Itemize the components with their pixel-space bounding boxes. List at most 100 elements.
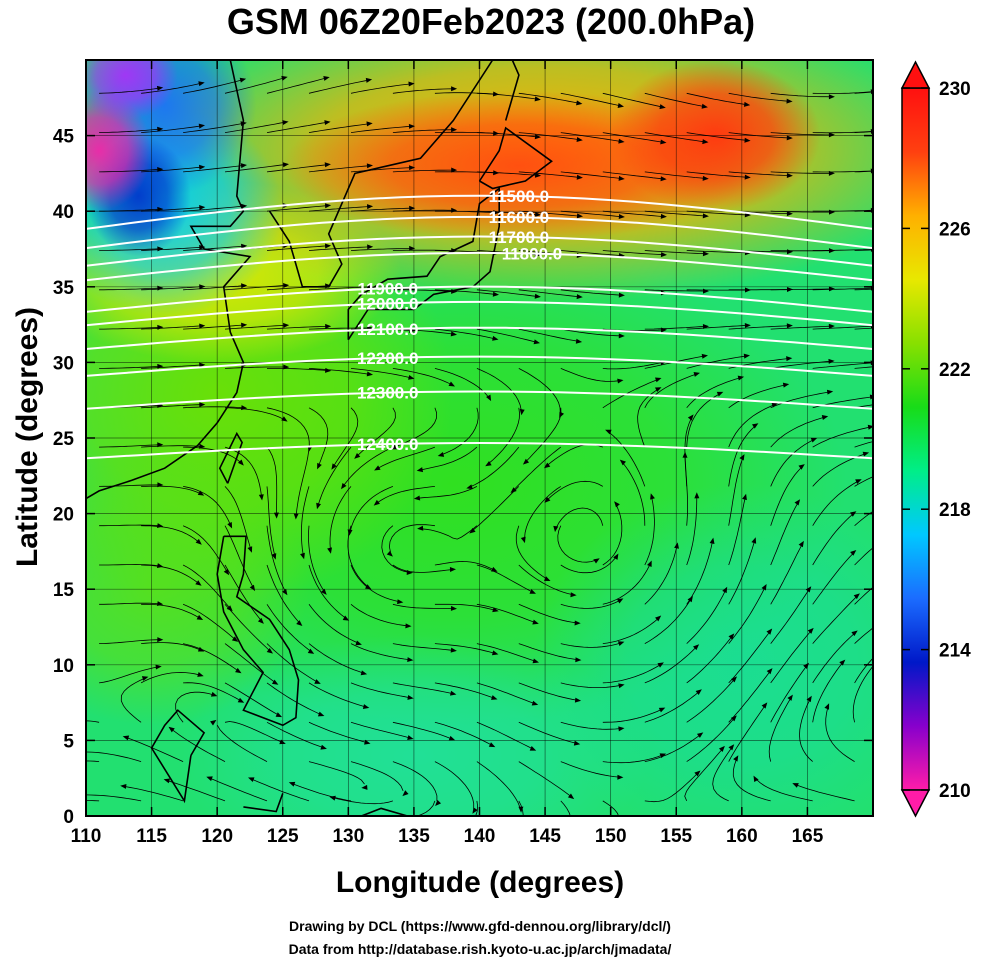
streamline: [644, 289, 705, 292]
streamline: [644, 647, 696, 684]
streamline: [560, 800, 571, 816]
streamline-arrow: [296, 620, 303, 626]
streamline-arrow: [728, 633, 735, 640]
streamline: [470, 446, 520, 487]
streamline-arrow: [320, 744, 327, 750]
coastline: [504, 60, 520, 121]
streamline-arrow: [492, 335, 499, 341]
streamline-arrow: [701, 353, 708, 359]
credit-dcl: Drawing by DCL (https://www.gfd-dennou.o…: [289, 918, 671, 934]
streamline: [421, 446, 478, 471]
streamline: [560, 210, 621, 217]
streamline-arrow: [659, 104, 666, 110]
streamline: [770, 325, 831, 330]
streamline: [602, 132, 662, 143]
streamline: [472, 486, 520, 531]
streamline: [141, 485, 201, 494]
streamline-arrow: [354, 453, 361, 459]
streamline: [343, 446, 394, 486]
streamline-arrow: [534, 211, 542, 217]
streamline-arrow: [828, 94, 835, 100]
streamline: [141, 445, 201, 448]
streamline-arrow: [35, 801, 42, 807]
streamline: [381, 525, 409, 573]
streamline: [728, 404, 774, 448]
streamline: [183, 205, 243, 212]
streamline-arrow: [647, 560, 652, 567]
streamline: [560, 132, 621, 142]
streamline: [728, 132, 789, 139]
streamline-arrow: [314, 679, 321, 684]
streamline-arrow: [241, 243, 248, 249]
streamline-arrow: [327, 547, 333, 554]
y-tick-label: 0: [63, 807, 74, 828]
streamline: [293, 783, 352, 802]
streamline: [852, 665, 873, 723]
streamline: [602, 664, 661, 684]
y-tick-label: 40: [53, 202, 74, 223]
streamline: [770, 439, 814, 487]
streamline: [518, 564, 573, 595]
streamline: [756, 779, 813, 802]
streamline: [770, 666, 807, 723]
streamline: [350, 486, 394, 531]
x-tick-label: 145: [529, 826, 561, 847]
streamline: [350, 83, 411, 94]
y-tick-label: 25: [53, 429, 75, 450]
streamline: [183, 406, 243, 409]
streamline: [350, 126, 411, 133]
streamline: [854, 657, 873, 684]
x-tick-label: 120: [201, 826, 233, 847]
streamline-arrow: [199, 443, 206, 449]
streamline: [854, 510, 873, 527]
streamline: [308, 368, 369, 375]
streamline: [434, 328, 495, 339]
streamline: [686, 132, 747, 141]
streamline-arrow: [199, 323, 206, 329]
streamline-arrow: [650, 493, 655, 500]
streamline-arrow: [386, 550, 393, 557]
streamline-arrow: [376, 817, 382, 822]
streamline-arrow: [240, 163, 247, 169]
streamline-arrow: [282, 120, 289, 126]
streamline-arrow: [331, 463, 337, 470]
streamline-arrow: [576, 174, 583, 180]
streamline: [308, 327, 369, 330]
streamline: [644, 374, 696, 408]
streamline: [418, 486, 478, 499]
streamline-arrow: [874, 656, 882, 664]
streamline-arrow: [826, 389, 834, 395]
streamline-arrow: [709, 537, 715, 544]
streamline-arrow: [373, 499, 380, 506]
streamline-arrow: [199, 402, 206, 408]
streamline-arrow: [281, 416, 288, 422]
streamline-arrow: [731, 676, 737, 683]
streamline-arrow: [316, 502, 322, 510]
streamline-arrow: [249, 584, 256, 592]
streamline-arrow: [806, 695, 812, 703]
streamline-arrow: [365, 584, 372, 590]
streamline: [333, 797, 394, 805]
x-tick-label: 110: [71, 826, 102, 847]
streamline: [644, 92, 704, 107]
streamline-arrow: [839, 659, 846, 666]
streamline-arrow: [408, 374, 415, 380]
streamline: [392, 368, 451, 385]
streamline-arrow: [282, 162, 289, 168]
coastline: [243, 793, 284, 813]
streamline-arrow: [366, 204, 374, 210]
streamline-arrow: [786, 135, 793, 141]
streamline-arrow: [619, 459, 626, 466]
streamline: [141, 166, 201, 173]
streamline-arrow: [237, 459, 244, 466]
streamline-arrow: [853, 593, 860, 600]
streamline: [318, 446, 352, 505]
streamline-arrow: [786, 323, 793, 329]
streamline-arrow: [341, 482, 347, 490]
streamline-arrow: [657, 662, 664, 668]
contour-label: 12300.0: [357, 384, 418, 403]
streamline: [475, 800, 479, 816]
streamline-arrow: [374, 465, 381, 471]
streamline-arrow: [451, 86, 458, 92]
colorbar-min-arrow: [900, 789, 931, 818]
